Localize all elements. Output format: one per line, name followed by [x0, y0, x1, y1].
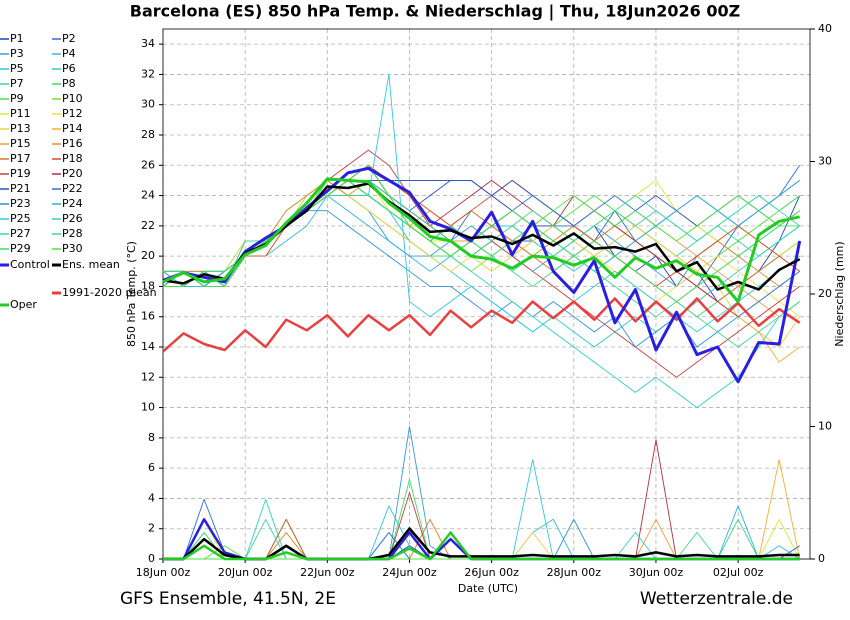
x-tick-label: 26Jun 00z: [464, 566, 519, 579]
y-tick-label: 30: [141, 98, 155, 111]
temp-line: [162, 177, 801, 304]
legend-label: P2: [62, 32, 76, 45]
legend-label: P30: [62, 242, 83, 255]
legend-label: P14: [62, 122, 83, 135]
legend-label: Control: [10, 258, 50, 271]
legend-label: P27: [10, 227, 31, 240]
legend-label: Ens. mean: [62, 258, 120, 271]
legend-label: 1991-2020 mean: [62, 286, 157, 299]
y-tick-label: 0: [148, 552, 155, 565]
source-right: Wetterzentrale.de: [640, 589, 793, 609]
legend-label: P11: [10, 107, 31, 120]
y2-tick-label: 20: [818, 287, 832, 300]
legend-label: P4: [62, 47, 76, 60]
legend-label: P24: [62, 197, 83, 210]
chart-title: Barcelona (ES) 850 hPa Temp. & Niedersch…: [130, 2, 740, 22]
y-tick-label: 34: [141, 37, 155, 50]
legend-label: P13: [10, 122, 31, 135]
y-tick-label: 10: [141, 401, 155, 414]
legend-label: P29: [10, 242, 31, 255]
y-tick-label: 22: [141, 219, 155, 232]
x-tick-label: 30Jun 00z: [629, 566, 684, 579]
legend-label: P20: [62, 167, 83, 180]
legend-label: P21: [10, 182, 31, 195]
legend-label: P22: [62, 182, 83, 195]
x-axis-label: Date (UTC): [458, 582, 518, 595]
temp-line: [162, 166, 802, 384]
y-axis-label: 850 hPa Temp. (°C): [125, 241, 138, 347]
y-tick-label: 4: [148, 491, 155, 504]
legend-label: P5: [10, 62, 24, 75]
legend-label: P1: [10, 32, 24, 45]
y-tick-label: 26: [141, 158, 155, 171]
legend-label: P18: [62, 152, 83, 165]
legend-label: P25: [10, 212, 31, 225]
legend-label: P23: [10, 197, 31, 210]
x-tick-label: 22Jun 00z: [300, 566, 355, 579]
y-tick-label: 14: [141, 340, 155, 353]
legend-label: P15: [10, 137, 31, 150]
y-tick-label: 2: [148, 522, 155, 535]
legend-label: P7: [10, 77, 24, 90]
x-tick-label: 24Jun 00z: [382, 566, 437, 579]
y2-tick-label: 40: [818, 22, 832, 35]
legend-label: P16: [62, 137, 83, 150]
y-tick-label: 24: [141, 189, 155, 202]
legend-label: P9: [10, 92, 24, 105]
temp-line: [162, 164, 800, 287]
temp-line: [163, 164, 800, 287]
y-tick-label: 16: [141, 310, 155, 323]
y-tick-label: 12: [141, 370, 155, 383]
x-tick-label: 18Jun 00z: [136, 566, 191, 579]
y2-tick-label: 0: [818, 552, 825, 565]
y-tick-label: 8: [148, 431, 155, 444]
x-tick-label: 20Jun 00z: [218, 566, 273, 579]
temp-line: [162, 297, 801, 353]
x-tick-label: 28Jun 00z: [547, 566, 602, 579]
source-left: GFS Ensemble, 41.5N, 2E: [120, 589, 336, 609]
y-tick-label: 28: [141, 128, 155, 141]
x-tick-label: 02Jul 00z: [713, 566, 764, 579]
legend-label: P17: [10, 152, 31, 165]
legend-label: P12: [62, 107, 83, 120]
y-tick-label: 32: [141, 67, 155, 80]
y-tick-label: 6: [148, 461, 155, 474]
precip-line: [163, 531, 800, 561]
y2-tick-label: 30: [818, 155, 832, 168]
legend-label: P3: [10, 47, 24, 60]
y2-axis-label: Niederschlag (mm): [833, 241, 846, 346]
legend-label: P6: [62, 62, 76, 75]
y2-tick-label: 10: [818, 420, 832, 433]
y-tick-label: 20: [141, 249, 155, 262]
legend-label: P10: [62, 92, 83, 105]
y-tick-label: 18: [141, 279, 155, 292]
legend-label: P19: [10, 167, 31, 180]
legend-label: P28: [62, 227, 83, 240]
legend-label: P8: [62, 77, 76, 90]
legend-label: Oper: [10, 298, 37, 311]
legend-label: P26: [62, 212, 83, 225]
